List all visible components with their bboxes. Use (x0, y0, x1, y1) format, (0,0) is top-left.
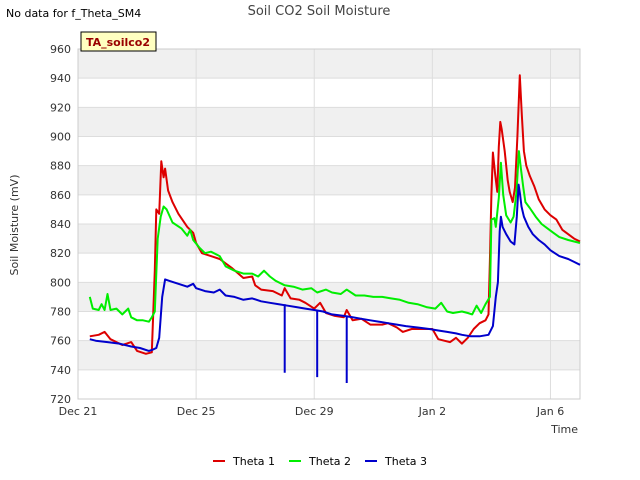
series-group (88, 74, 581, 383)
y-tick-label: 800 (50, 276, 71, 289)
x-tick-label: Dec 21 (59, 405, 98, 418)
y-tick-label: 920 (50, 101, 71, 114)
y-tick-labels: 720 740 760 780 800 820 840 860 880 900 920 940 960 (50, 43, 71, 406)
annotation-text: TA_soilco2 (86, 36, 150, 49)
grid-band (78, 49, 580, 79)
y-tick-label: 860 (50, 189, 71, 202)
x-axis-label: Time (550, 423, 578, 436)
y-tick-label: 960 (50, 43, 71, 56)
legend-label: Theta 1 (232, 455, 275, 468)
series-line-2 (88, 150, 581, 323)
annotation-box: TA_soilco2 (80, 31, 157, 52)
y-tick-label: 840 (50, 218, 71, 231)
legend-label: Theta 3 (384, 455, 427, 468)
x-tick-label: Jan 6 (536, 405, 564, 418)
series-line-1 (89, 74, 581, 355)
x-tick-label: Jan 2 (418, 405, 446, 418)
y-tick-label: 760 (50, 335, 71, 348)
x-tick-label: Dec 29 (295, 405, 334, 418)
grid-band (78, 107, 580, 137)
y-tick-label: 940 (50, 72, 71, 85)
y-tick-label: 740 (50, 364, 71, 377)
grid-band (78, 165, 580, 195)
grid-band (78, 224, 580, 254)
legend: Theta 1 Theta 2 Theta 3 (213, 455, 427, 468)
y-tick-label: 900 (50, 131, 71, 144)
legend-label: Theta 2 (308, 455, 351, 468)
plot-frame (77, 48, 581, 400)
x-tick-label: Dec 25 (177, 405, 216, 418)
y-tick-label: 880 (50, 160, 71, 173)
x-tick-labels: Dec 21 Dec 25 Dec 29 Jan 2 Jan 6 (59, 405, 565, 418)
no-data-message: No data for f_Theta_SM4 (6, 7, 142, 20)
y-axis-label: Soil Moisture (mV) (8, 175, 21, 276)
y-tick-label: 780 (50, 306, 71, 319)
series-line-3 (89, 183, 581, 352)
grid-band (78, 340, 580, 370)
y-tick-label: 720 (50, 393, 71, 406)
y-tick-label: 820 (50, 247, 71, 260)
chart-title: Soil CO2 Soil Moisture (248, 4, 391, 19)
